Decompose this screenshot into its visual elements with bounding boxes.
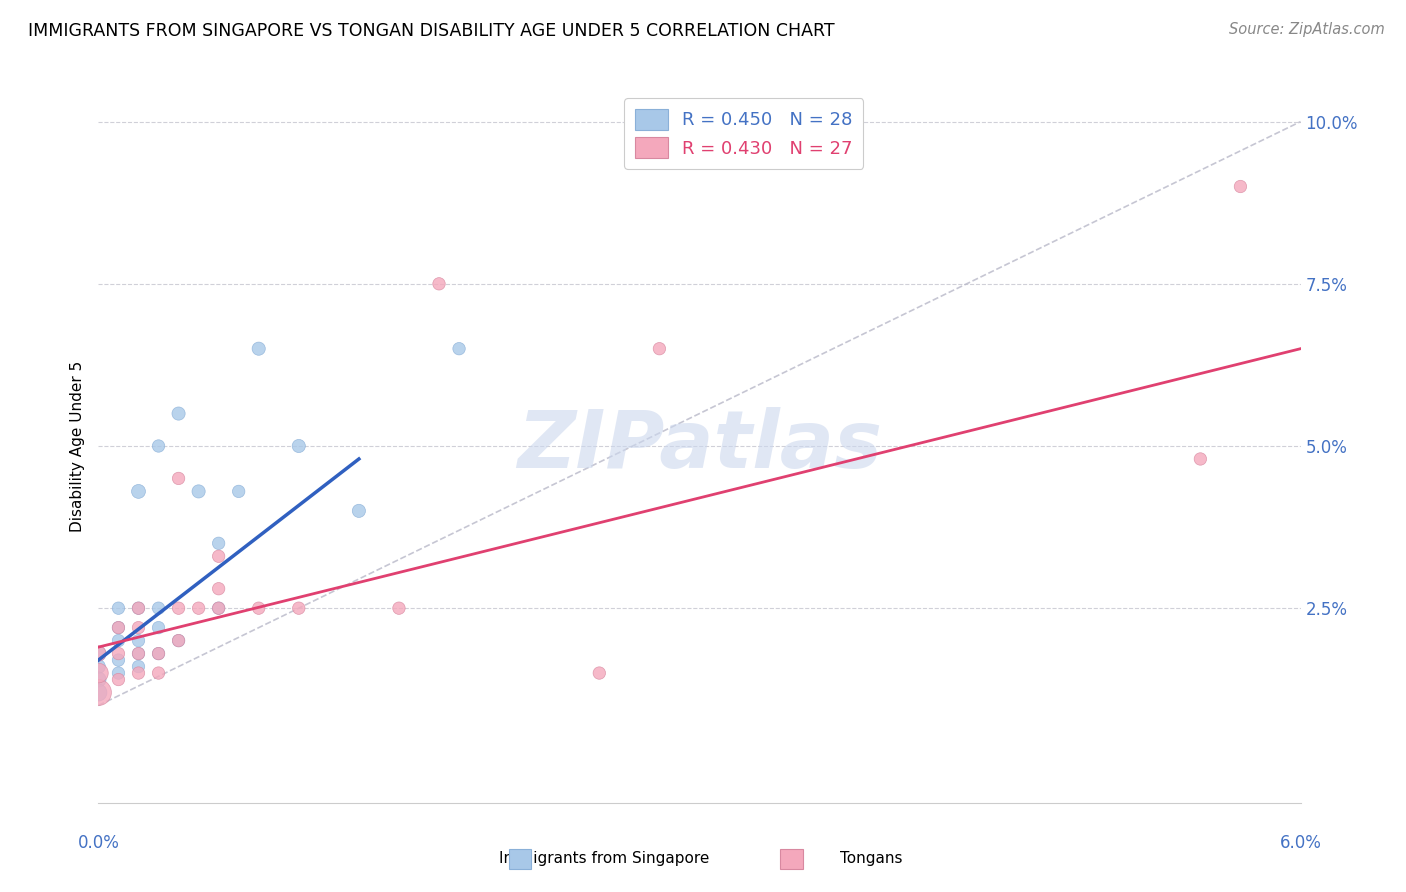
Point [167,633,190,648]
Text: Tongans: Tongans [841,851,903,865]
Point [128,601,150,615]
Point [247,342,270,356]
Point [167,471,190,485]
Point [148,439,170,453]
Point [87,659,110,673]
Point [208,536,231,550]
Point [447,342,470,356]
Point [228,484,250,499]
Point [87,685,110,699]
Point [347,504,370,518]
Point [87,647,110,661]
Point [1189,452,1212,467]
Text: 6.0%: 6.0% [1279,834,1322,852]
Point [128,666,150,681]
Point [87,673,110,687]
Legend: R = 0.450   N = 28, R = 0.430   N = 27: R = 0.450 N = 28, R = 0.430 N = 27 [624,98,863,169]
Point [107,653,129,667]
Point [167,601,190,615]
Point [208,582,231,596]
Point [148,647,170,661]
Point [208,601,231,615]
Point [148,601,170,615]
Point [128,659,150,673]
Point [208,601,231,615]
Point [128,484,150,499]
Point [167,633,190,648]
Point [288,601,311,615]
Point [87,666,110,681]
Point [87,647,110,661]
Point [107,673,129,687]
Point [128,621,150,635]
Point [128,647,150,661]
Text: 0.0%: 0.0% [77,834,120,852]
Point [388,601,411,615]
Point [247,601,270,615]
Text: Immigrants from Singapore: Immigrants from Singapore [499,851,710,865]
Point [148,621,170,635]
Text: IMMIGRANTS FROM SINGAPORE VS TONGAN DISABILITY AGE UNDER 5 CORRELATION CHART: IMMIGRANTS FROM SINGAPORE VS TONGAN DISA… [28,22,835,40]
Text: Source: ZipAtlas.com: Source: ZipAtlas.com [1229,22,1385,37]
Point [107,621,129,635]
Point [167,407,190,421]
Point [427,277,450,291]
Point [128,633,150,648]
Point [107,601,129,615]
Point [288,439,311,453]
Point [128,601,150,615]
Point [187,484,209,499]
Point [128,647,150,661]
Point [1229,179,1251,194]
Point [187,601,209,615]
Point [107,666,129,681]
Point [87,685,110,699]
Point [107,621,129,635]
Point [208,549,231,564]
Text: ZIPatlas: ZIPatlas [517,407,882,485]
Point [148,666,170,681]
Y-axis label: Disability Age Under 5: Disability Age Under 5 [70,360,86,532]
Point [648,342,671,356]
Point [107,647,129,661]
Point [588,666,610,681]
Point [148,647,170,661]
Point [107,633,129,648]
